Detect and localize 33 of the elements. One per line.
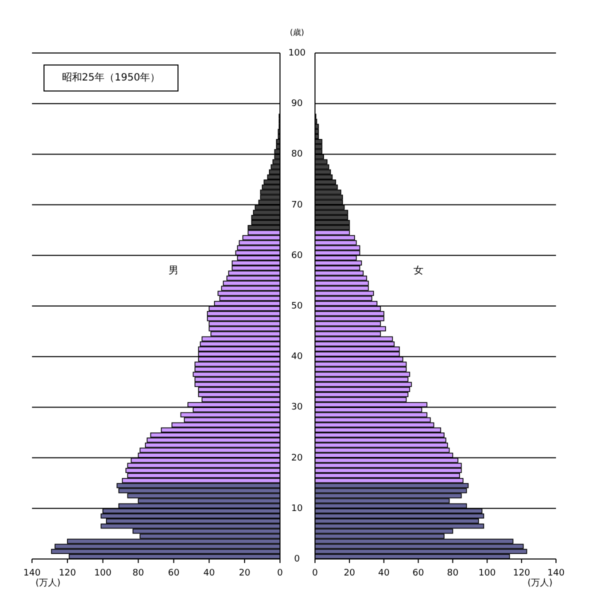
x-tick-label: 20 [238,568,251,578]
y-tick-label: 30 [291,402,303,413]
x-tick-label: 40 [378,568,390,578]
y-tick-label: 50 [291,301,303,312]
y-tick-label: 80 [291,150,303,160]
x-axis-title: (万人) [35,577,61,588]
x-tick-label: 80 [446,568,459,578]
y-tick-label: 10 [291,504,303,514]
y-tick-label: 0 [294,554,300,564]
x-tick-label: 0 [312,568,318,578]
x-axis-title: (万人) [527,577,553,588]
annotation: 男 [168,265,178,276]
x-tick-label: 100 [94,568,112,578]
y-tick-label: 60 [291,250,303,261]
x-tick-label: 140 [23,568,41,578]
x-tick-label: 140 [547,568,565,578]
x-tick-label: 0 [277,568,284,578]
x-tick-label: 100 [478,568,496,578]
y-axis-title: (歳) [290,28,304,38]
y-tick-label: 70 [291,200,303,210]
x-tick-label: 40 [203,568,216,578]
y-tick-label: 40 [291,352,303,362]
y-tick-label: 90 [291,99,303,110]
x-tick-label: 60 [412,568,424,578]
x-tick-label: 120 [58,568,76,578]
text: 昭和25年（1950年） [62,72,160,84]
x-tick-label: 20 [344,568,356,578]
y-tick-label: 100 [288,48,306,58]
x-tick-label: 60 [168,568,180,578]
x-tick-label: 120 [512,568,530,578]
annotation: 女 [414,264,424,276]
y-tick-label: 20 [291,453,303,464]
x-tick-label: 80 [132,568,144,578]
